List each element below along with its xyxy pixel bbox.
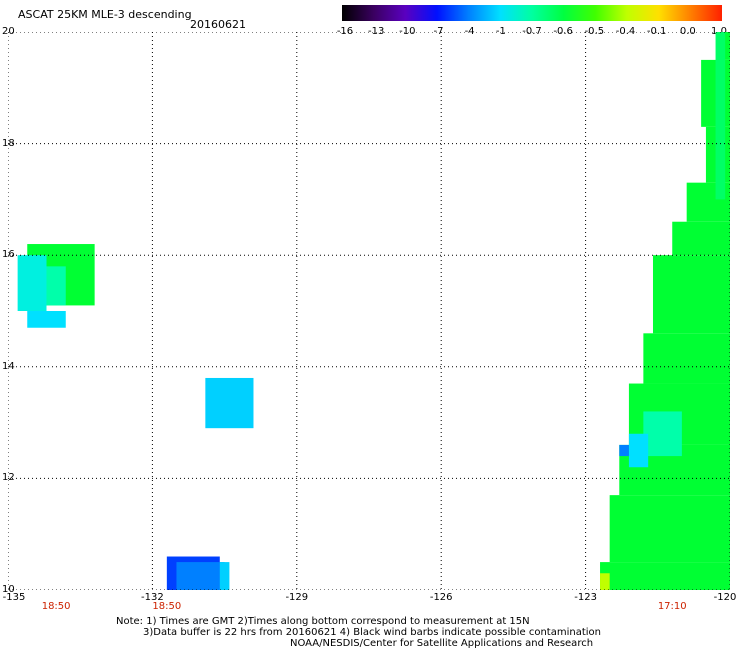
map-title: ASCAT 25KM MLE-3 descending [18,8,192,21]
note-line-2: 3)Data buffer is 22 hrs from 20160621 4)… [143,627,601,638]
y-axis-label: 20 [2,26,15,37]
x-axis-label: -135 [2,592,26,603]
x-axis-label: -120 [713,592,737,603]
y-axis-label: 12 [2,472,15,484]
swath-detail [619,444,629,457]
data-patch [27,311,66,328]
y-axis-label: 14 [2,360,15,372]
swath-detail [715,32,726,200]
note-line-3: NOAA/NESDIS/Center for Satellite Applica… [290,638,594,649]
colorbar-tick-label: 1.0 [711,26,727,37]
map-date: 20160621 [190,18,246,31]
data-patch [46,266,66,306]
map-plot [8,32,730,590]
swath-detail [628,433,649,468]
data-patches [17,244,254,590]
x-axis-label: -123 [574,592,597,603]
east-swath-patch [600,32,730,590]
y-axis-label: 16 [2,249,15,261]
data-patch [17,255,47,311]
x-axis-label: -129 [285,592,309,603]
swath-band [643,333,730,384]
gridlines [8,32,730,590]
y-axis-label: 18 [2,137,15,149]
swath-band [609,495,730,563]
time-label: 18:50 [152,601,182,612]
x-axis-label: -132 [141,592,164,603]
colorbar-gradient [342,5,722,21]
time-label: 18:50 [41,601,71,612]
data-patch [176,562,225,590]
colorbar-tick-label: -0.5 [584,26,605,37]
time-label: 17:10 [657,601,687,612]
colorbar-tick-label: -0.4 [615,26,636,37]
colorbar-tick-label: -0.6 [553,26,573,37]
swath-band [672,221,730,256]
swath-band [600,562,730,590]
swath-detail [643,411,682,457]
x-axis-label: -126 [429,592,453,603]
swath-detail [600,573,610,590]
colorbar-tick-label: -10 [399,26,416,37]
colorbar-tick-label: -7 [433,26,444,37]
colorbar-tick-label: 0.0 [679,26,696,37]
note-line-1: Note: 1) Times are GMT 2)Times along bot… [116,616,530,627]
data-patch [205,377,254,429]
data-patch [219,562,230,590]
y-axis-label: 10 [2,584,15,595]
swath-band [652,255,730,334]
colorbar [342,5,722,21]
colorbar-tick-label: -4 [464,26,475,37]
